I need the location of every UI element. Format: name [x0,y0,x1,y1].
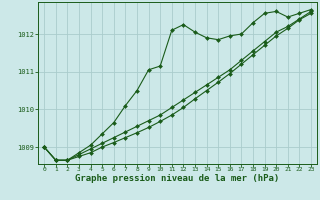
X-axis label: Graphe pression niveau de la mer (hPa): Graphe pression niveau de la mer (hPa) [76,174,280,183]
